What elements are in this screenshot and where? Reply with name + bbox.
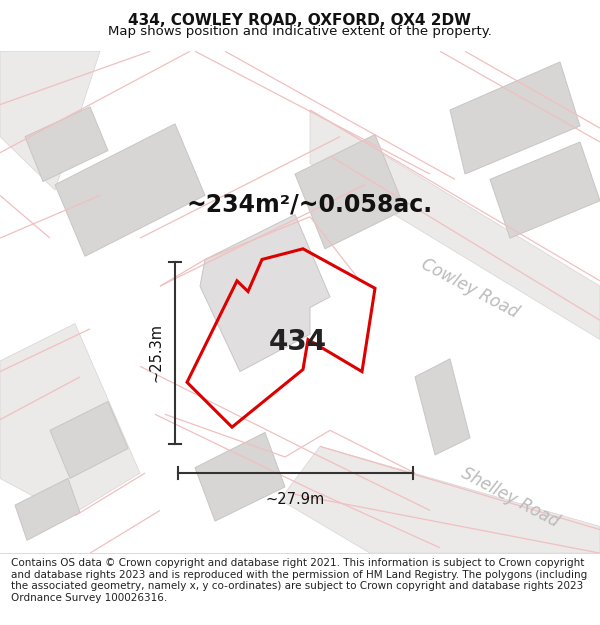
Text: Map shows position and indicative extent of the property.: Map shows position and indicative extent… [108,26,492,39]
Polygon shape [195,432,285,521]
Text: ~234m²/~0.058ac.: ~234m²/~0.058ac. [187,192,433,217]
Text: ~25.3m: ~25.3m [148,323,163,382]
Polygon shape [490,142,600,238]
Text: Cowley Road: Cowley Road [418,255,522,321]
Text: Contains OS data © Crown copyright and database right 2021. This information is : Contains OS data © Crown copyright and d… [11,558,587,603]
Polygon shape [25,107,108,181]
Polygon shape [55,124,205,256]
Polygon shape [50,401,128,478]
Polygon shape [0,51,100,190]
Text: ~27.9m: ~27.9m [266,492,325,508]
Polygon shape [450,62,580,174]
Polygon shape [0,324,140,516]
Text: 434: 434 [269,328,327,356]
Polygon shape [15,478,80,540]
Polygon shape [415,359,470,455]
Text: Shelley Road: Shelley Road [458,464,562,531]
Text: 434, COWLEY ROAD, OXFORD, OX4 2DW: 434, COWLEY ROAD, OXFORD, OX4 2DW [128,12,472,28]
Polygon shape [200,214,330,372]
Polygon shape [295,134,405,249]
Polygon shape [280,446,600,553]
Polygon shape [310,110,600,339]
